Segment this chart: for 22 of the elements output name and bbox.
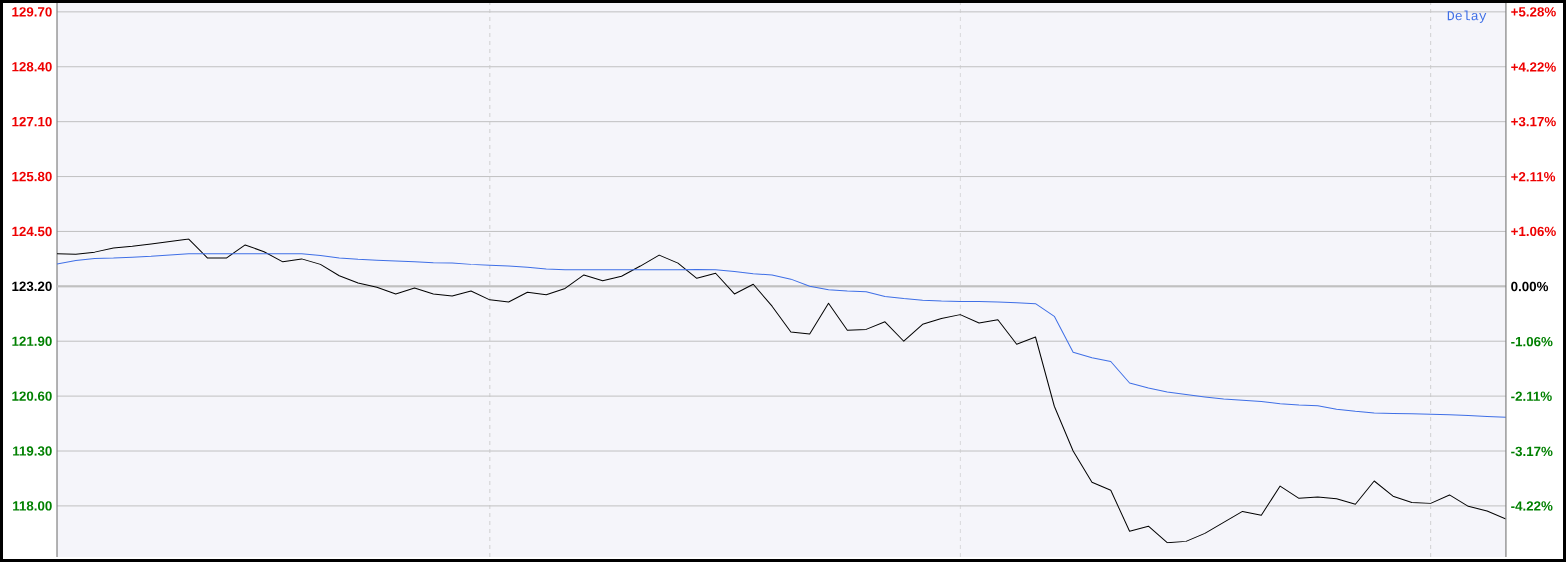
annotation: Delay [1447,10,1487,23]
y-tick-label: 123.20 [12,281,52,292]
y2-tick-label: +1.06% [1511,226,1556,237]
y2-tick-label: -2.11% [1511,391,1552,401]
y-tick-label: 129.70 [12,7,52,17]
y-tick-label: 128.40 [12,62,52,72]
y2-tick-label: +3.17% [1511,116,1556,127]
y2-tick-label: +4.22% [1511,62,1556,72]
y2-tick-label: 0.00% [1511,281,1549,292]
y-tick-label: 125.80 [12,171,52,182]
y-tick-label: 118.00 [13,501,52,511]
y-tick-label: 121.90 [12,336,52,346]
y2-tick-label: +2.11% [1511,172,1556,182]
y2-tick-label: -1.06% [1511,336,1553,347]
line-series [57,238,1506,544]
y2-tick-label: -4.22% [1511,501,1553,511]
y2-tick-label: +5.28% [1511,7,1556,17]
y-tick-label: 119.30 [13,446,52,456]
y2-tick-label: -3.17% [1511,446,1553,457]
y-tick-label: 120.60 [12,391,52,401]
y-tick-label: 127.10 [12,116,52,127]
y-tick-label: 124.50 [12,226,52,237]
